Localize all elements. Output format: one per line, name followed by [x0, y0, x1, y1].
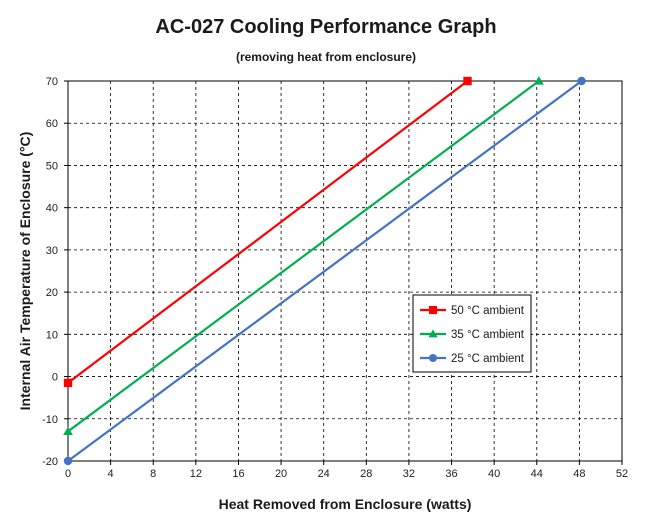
series-triangle — [63, 76, 544, 436]
y-tick-label: -10 — [42, 414, 58, 426]
x-tick-label: 36 — [445, 468, 457, 480]
legend-label: 25 °C ambient — [451, 353, 525, 365]
x-tick-label: 4 — [108, 468, 114, 480]
y-tick-label: 50 — [46, 160, 58, 172]
legend-label: 50 °C ambient — [451, 305, 525, 317]
series-line — [67, 80, 469, 384]
triangle-marker — [534, 76, 544, 85]
x-tick-label: 44 — [531, 468, 543, 480]
x-tick-label: 40 — [488, 468, 500, 480]
y-axis-label: Internal Air Temperature of Enclosure (°… — [17, 132, 33, 411]
y-tick-label: 60 — [46, 118, 58, 130]
x-tick-label: 20 — [275, 468, 287, 480]
x-tick-label: 8 — [150, 468, 156, 480]
circle-marker — [63, 456, 73, 466]
y-tick-label: 10 — [46, 329, 58, 341]
square-marker — [463, 76, 472, 86]
x-tick-label: 28 — [360, 468, 372, 480]
series — [63, 76, 586, 466]
series-circle — [63, 76, 586, 466]
x-tick-label: 32 — [403, 468, 415, 480]
x-tick-label: 12 — [190, 468, 202, 480]
y-tick-label: 0 — [52, 372, 58, 384]
square-marker — [429, 306, 437, 314]
legend-item: 35 °C ambient — [420, 329, 525, 341]
circle-marker — [577, 76, 586, 86]
plot-frame — [67, 80, 623, 462]
y-tick-label: 20 — [46, 287, 58, 299]
y-tick-label: 70 — [46, 76, 58, 88]
y-tick-label: -20 — [42, 456, 58, 468]
legend-item: 25 °C ambient — [420, 353, 525, 365]
y-tick-label: 40 — [46, 203, 58, 215]
grid — [68, 81, 622, 461]
legend: 50 °C ambient 35 °C ambient 25 °C ambient — [412, 294, 532, 373]
triangle-marker — [63, 426, 73, 436]
circle-marker — [429, 354, 437, 362]
x-tick-label: 24 — [318, 468, 330, 480]
y-tick-label: 30 — [46, 245, 58, 257]
series-line — [67, 80, 583, 462]
legend-item: 50 °C ambient — [420, 305, 525, 317]
x-axis-label: Heat Removed from Enclosure (watts) — [219, 496, 472, 512]
chart-title: AC-027 Cooling Performance Graph — [155, 16, 497, 38]
series-line — [67, 80, 540, 433]
x-tick-label: 48 — [573, 468, 585, 480]
square-marker — [63, 378, 73, 388]
x-tick-label: 52 — [616, 468, 628, 480]
chart-subtitle: (removing heat from enclosure) — [235, 50, 417, 64]
tick-labels: 0 4 8 12 16 20 24 28 32 36 40 44 48 52-20-10010203040… — [42, 76, 628, 480]
triangle-marker — [428, 329, 438, 338]
legend-label: 35 °C ambient — [451, 329, 525, 341]
x-tick-label: 16 — [232, 468, 244, 480]
x-tick-label: 0 — [65, 468, 71, 480]
series-square — [63, 76, 472, 388]
